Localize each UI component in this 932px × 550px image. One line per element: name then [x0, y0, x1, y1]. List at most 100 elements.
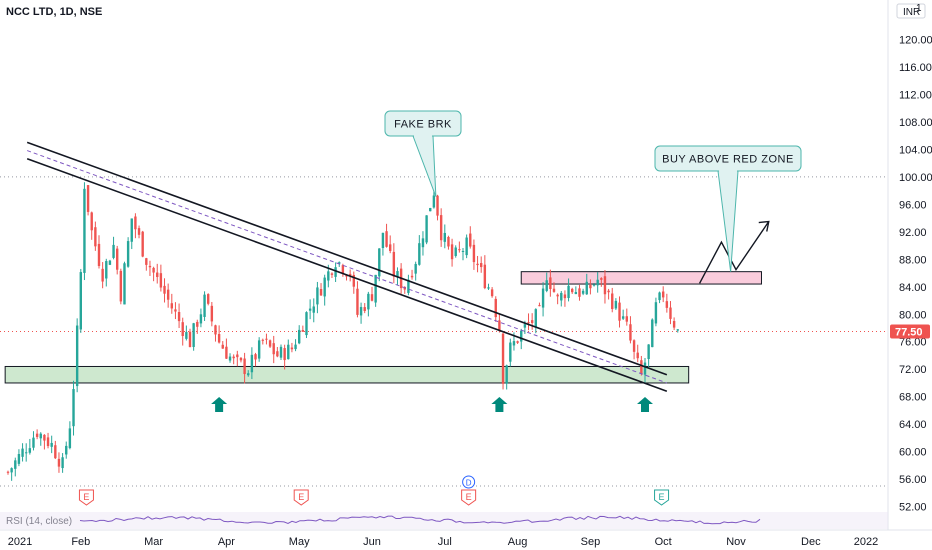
candle-body	[465, 237, 468, 256]
earnings-marker-icon[interactable]	[293, 489, 309, 506]
candle-body	[261, 339, 264, 341]
candle-body	[250, 354, 254, 373]
candle-body	[130, 218, 133, 242]
candle-body	[341, 265, 345, 274]
channel-midline	[26, 150, 668, 384]
time-axis[interactable]: 2021 Feb Mar Apr May Jun Jul Aug Sep Oct Nov Dec 202…	[0, 529, 932, 548]
chart-title: NCC LTD, 1D, NSE	[6, 6, 103, 18]
y-tick-label: 112.00	[899, 89, 932, 101]
candle-body	[541, 288, 545, 308]
candle-body	[148, 265, 152, 268]
candle-body	[65, 445, 68, 455]
candle-body	[552, 288, 556, 292]
candle-body	[61, 457, 64, 469]
candle-body	[378, 248, 381, 277]
currency-badge[interactable]: INR	[896, 3, 926, 19]
earnings-marker-icon[interactable]	[78, 489, 94, 506]
candle-body	[458, 249, 461, 251]
dividend-marker-icon[interactable]	[462, 475, 476, 489]
candle-body	[265, 338, 268, 340]
candle-body	[432, 195, 436, 208]
y-tick-label: 64.00	[899, 419, 927, 431]
candle-body	[498, 320, 501, 331]
red-zone[interactable]	[520, 271, 762, 285]
candle-body	[108, 260, 112, 265]
channel-lower-line[interactable]	[26, 158, 668, 392]
fake-brk-callout-join	[414, 134, 432, 137]
candle-body	[516, 341, 519, 343]
candle-body	[54, 445, 57, 459]
candle-body	[301, 330, 305, 332]
candle-body	[629, 324, 632, 341]
candle-body	[35, 433, 39, 437]
candle-body	[305, 312, 308, 336]
candle-body	[469, 233, 472, 247]
candle-body	[461, 250, 465, 252]
x-tick-label: Dec	[801, 536, 821, 548]
candle-body	[501, 333, 505, 384]
candle-body	[483, 264, 487, 289]
candle-body	[345, 275, 348, 277]
candle-body	[323, 277, 326, 297]
y-tick-label: 120.00	[899, 34, 932, 46]
candle-body	[618, 302, 621, 321]
candle-body	[418, 243, 421, 265]
candle-body	[312, 306, 315, 313]
candle-body	[25, 452, 28, 454]
candle-body	[567, 285, 570, 299]
candle-body	[123, 263, 126, 305]
candle-body	[359, 307, 363, 316]
candle-body	[232, 356, 235, 359]
candle-body	[239, 357, 243, 361]
rsi-pane[interactable]: RSI (14, close)	[0, 512, 888, 529]
candle-body	[669, 307, 672, 319]
candle-body	[97, 243, 101, 267]
candle-body	[607, 290, 610, 293]
candle-body	[196, 321, 199, 327]
earnings-marker-icon[interactable]	[654, 489, 670, 506]
candle-body	[192, 323, 195, 347]
candle-body	[611, 293, 614, 310]
price-axis[interactable]: 52.00 56.00 60.00 64.00 68.00 72.00 76.00 80.00…	[887, 0, 932, 530]
candle-body	[112, 244, 115, 258]
candle-body	[39, 433, 42, 439]
candle-body	[632, 340, 636, 352]
candle-body	[207, 294, 210, 304]
candle-body	[614, 300, 618, 309]
candle-body	[177, 312, 181, 322]
candle-body	[556, 294, 559, 297]
candle-body	[308, 308, 312, 311]
last-price-label: 77.50	[895, 326, 923, 338]
x-tick-label: Oct	[655, 536, 672, 548]
candle-body	[447, 236, 450, 247]
candle-body	[254, 354, 257, 360]
up-arrow-icon	[211, 397, 228, 412]
y-tick-label: 116.00	[899, 62, 932, 74]
last-price-tag[interactable]	[890, 324, 930, 339]
y-tick-label: 76.00	[899, 337, 927, 349]
trend-channel[interactable]	[26, 141, 668, 392]
candle-body	[170, 303, 173, 309]
candle-body	[425, 215, 428, 243]
candle-body	[621, 316, 625, 319]
candle-body	[43, 434, 46, 441]
candle-body	[421, 238, 425, 248]
candle-body	[272, 343, 275, 355]
candle-body	[647, 344, 650, 359]
channel-upper-line[interactable]	[26, 141, 668, 376]
earnings-marker-icon[interactable]	[461, 489, 477, 506]
earnings-marker-label: E	[466, 492, 472, 502]
rsi-line	[79, 515, 761, 525]
y-tick-label: 68.00	[899, 392, 927, 404]
support-zone[interactable]	[4, 365, 690, 384]
candle-body	[563, 294, 567, 299]
candle-body	[32, 437, 35, 448]
buy-zone-callout-pointer	[717, 170, 739, 272]
dividend-marker-label: D	[466, 479, 472, 488]
candle-body	[665, 301, 669, 308]
candle-body	[367, 293, 370, 310]
candle-body	[527, 322, 530, 324]
x-tick-label: Feb	[71, 536, 90, 548]
